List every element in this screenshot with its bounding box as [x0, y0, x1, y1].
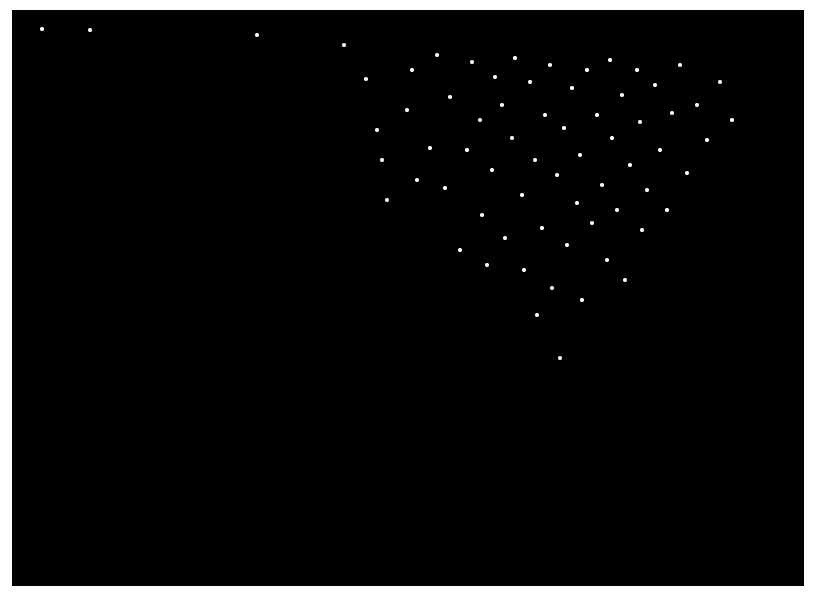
- data-point: [635, 68, 639, 72]
- data-point: [595, 113, 599, 117]
- data-point: [548, 63, 552, 67]
- data-point: [558, 356, 562, 360]
- data-point: [628, 163, 632, 167]
- data-point: [435, 53, 439, 57]
- data-point: [405, 108, 409, 112]
- data-point: [443, 186, 447, 190]
- data-point: [448, 95, 452, 99]
- data-point: [610, 136, 614, 140]
- data-point: [620, 93, 624, 97]
- data-point: [485, 263, 489, 267]
- data-point: [695, 103, 699, 107]
- data-point: [685, 171, 689, 175]
- data-point: [490, 168, 494, 172]
- data-point: [640, 228, 644, 232]
- data-point: [605, 258, 609, 262]
- data-point: [510, 136, 514, 140]
- data-point: [470, 60, 474, 64]
- data-point: [555, 173, 559, 177]
- data-point: [645, 188, 649, 192]
- data-point: [500, 103, 504, 107]
- data-point: [535, 313, 539, 317]
- data-point: [410, 68, 414, 72]
- data-point: [522, 268, 526, 272]
- data-point: [415, 178, 419, 182]
- scatter-plot: [12, 10, 804, 586]
- data-point: [458, 248, 462, 252]
- data-point: [493, 75, 497, 79]
- data-point: [528, 80, 532, 84]
- data-point: [623, 278, 627, 282]
- data-point: [678, 63, 682, 67]
- data-point: [580, 298, 584, 302]
- data-point: [480, 213, 484, 217]
- data-point: [255, 33, 259, 37]
- plot-background: [12, 10, 804, 586]
- data-point: [40, 27, 44, 31]
- data-point: [718, 80, 722, 84]
- data-point: [342, 43, 346, 47]
- data-point: [653, 83, 657, 87]
- data-point: [570, 86, 574, 90]
- data-point: [478, 118, 482, 122]
- data-point: [665, 208, 669, 212]
- data-point: [638, 120, 642, 124]
- data-point: [658, 148, 662, 152]
- data-point: [543, 113, 547, 117]
- data-point: [585, 68, 589, 72]
- data-point: [364, 77, 368, 81]
- data-point: [380, 158, 384, 162]
- data-point: [540, 226, 544, 230]
- data-point: [385, 198, 389, 202]
- data-point: [608, 58, 612, 62]
- data-point: [520, 193, 524, 197]
- data-point: [590, 221, 594, 225]
- data-point: [503, 236, 507, 240]
- data-point: [730, 118, 734, 122]
- data-point: [533, 158, 537, 162]
- data-point: [705, 138, 709, 142]
- data-point: [375, 128, 379, 132]
- data-point: [428, 146, 432, 150]
- data-point: [578, 153, 582, 157]
- data-point: [562, 126, 566, 130]
- data-point: [615, 208, 619, 212]
- data-point: [565, 243, 569, 247]
- data-point: [600, 183, 604, 187]
- data-point: [670, 111, 674, 115]
- data-point: [575, 201, 579, 205]
- data-point: [513, 56, 517, 60]
- data-point: [88, 28, 92, 32]
- data-point: [550, 286, 554, 290]
- data-point: [465, 148, 469, 152]
